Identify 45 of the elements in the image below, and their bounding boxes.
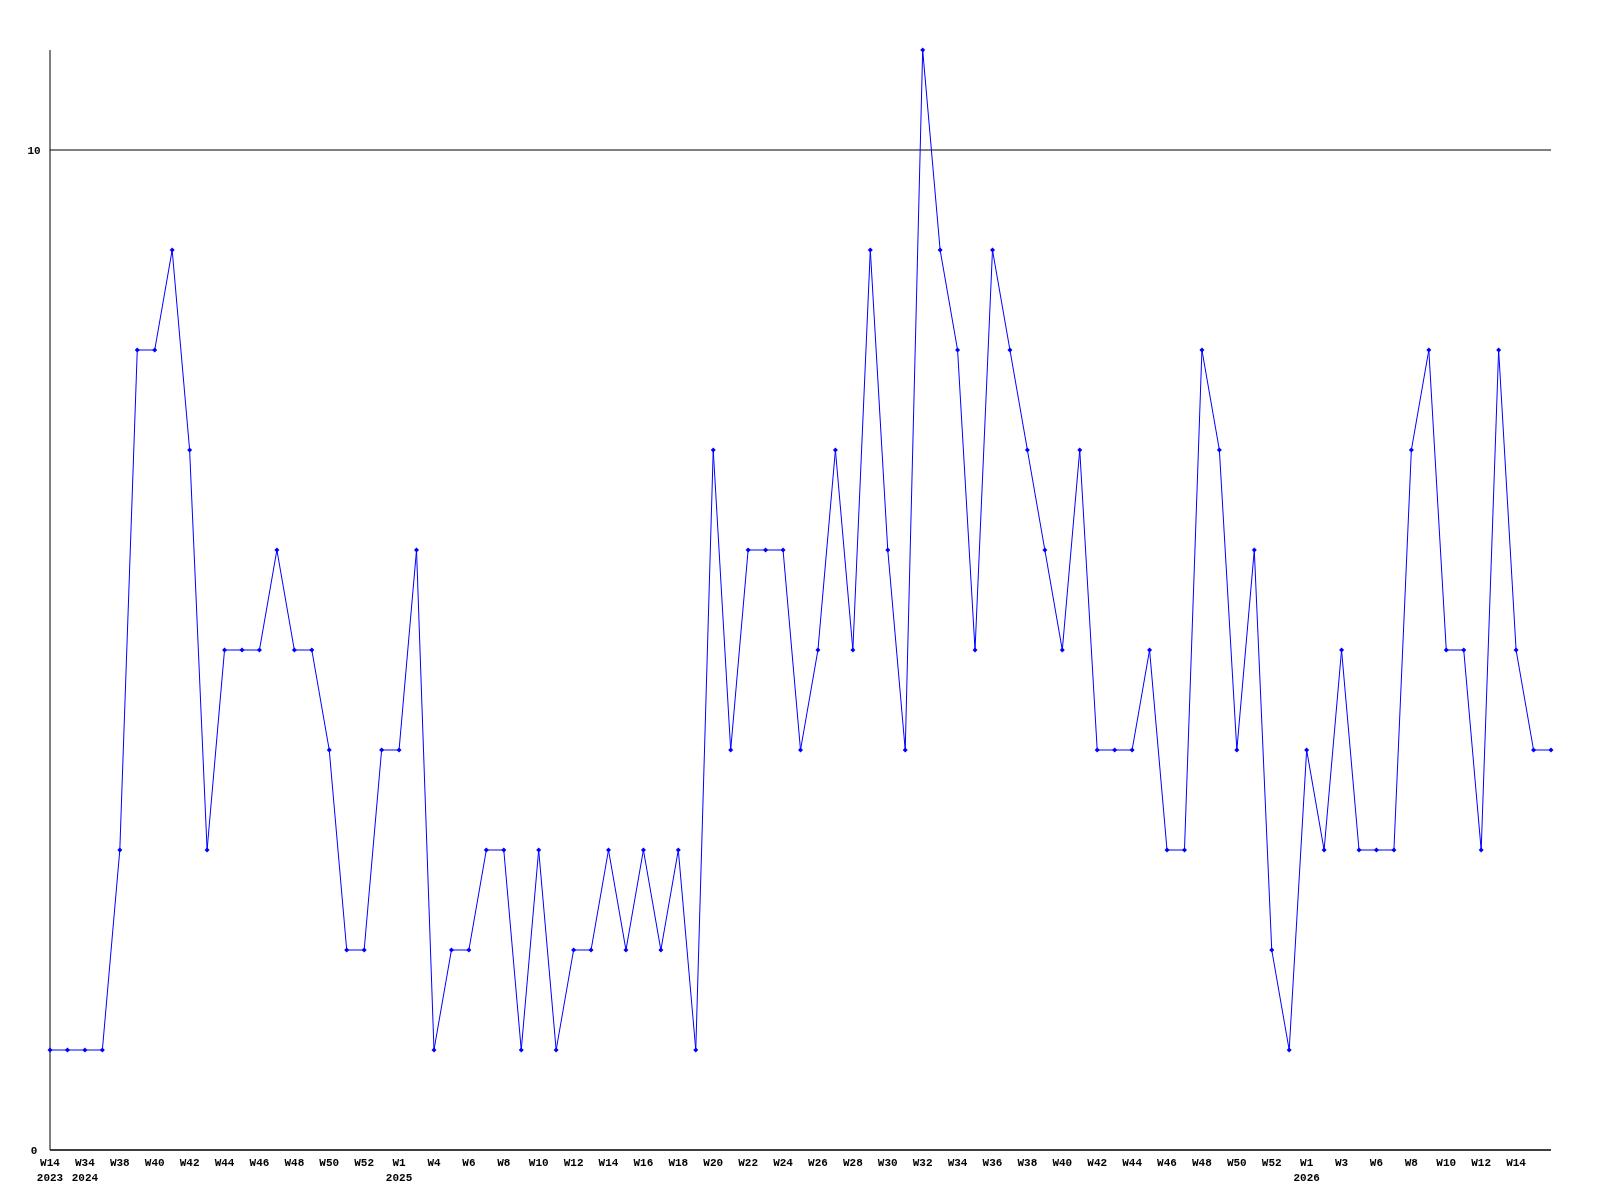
x-tick-label: W48 [1192,1157,1213,1169]
x-tick-label: W50 [1226,1157,1247,1169]
x-tick-label: W14 [1506,1157,1527,1169]
x-tick-label: W46 [249,1157,270,1169]
x-tick-label: W26 [808,1157,828,1169]
x-tick-label: W1 2026 [1293,1157,1320,1184]
x-tick-label: W14 2023 [36,1157,64,1184]
x-tick-label: W28 [842,1157,864,1169]
x-tick-label: W44 [214,1157,235,1169]
x-tick-label: W40 [144,1157,165,1169]
y-tick-label: 0 [30,1145,38,1157]
x-tick-label: W44 [1122,1157,1143,1169]
x-tick-label: W38 [109,1157,131,1169]
x-tick-label: W4 [427,1157,441,1169]
x-tick-label: W52 [1261,1157,1282,1169]
y-tick-label: 10 [27,145,41,157]
x-tick-label: W50 [319,1157,340,1169]
x-tick-label: W38 [1017,1157,1038,1169]
x-tick-label: W48 [284,1157,305,1169]
x-tick-label: W46 [1157,1157,1177,1169]
x-tick-label: W8 [497,1157,511,1169]
x-tick-label: W14 [598,1157,619,1169]
x-tick-label: W8 [1404,1157,1419,1169]
x-tick-label: W32 [912,1157,933,1169]
x-tick-label: W6 [462,1157,476,1169]
x-tick-label: W1 2025 [385,1157,413,1184]
x-tick-label: W16 [633,1157,654,1169]
x-tick-label: W10 [1436,1157,1457,1169]
x-tick-label: W52 [354,1157,375,1169]
x-tick-label: W40 [1052,1157,1073,1169]
x-tick-label: W12 [563,1157,584,1169]
x-tick-label: W10 [528,1157,549,1169]
x-tick-label: W18 [668,1157,689,1169]
x-tick-label: W36 [982,1157,1003,1169]
x-tick-label: W34 2024 [71,1157,99,1184]
x-tick-label: W34 [947,1157,968,1169]
x-tick-label: W42 [179,1157,200,1169]
x-tick-label: W30 [877,1157,898,1169]
x-tick-label: W12 [1471,1157,1492,1169]
x-tick-label: W42 [1087,1157,1108,1169]
x-tick-label: W22 [738,1157,759,1169]
x-tick-label: W3 [1334,1157,1349,1169]
x-tick-label: W20 [703,1157,724,1169]
x-tick-label: W6 [1369,1157,1384,1169]
x-tick-label: W24 [773,1157,794,1169]
